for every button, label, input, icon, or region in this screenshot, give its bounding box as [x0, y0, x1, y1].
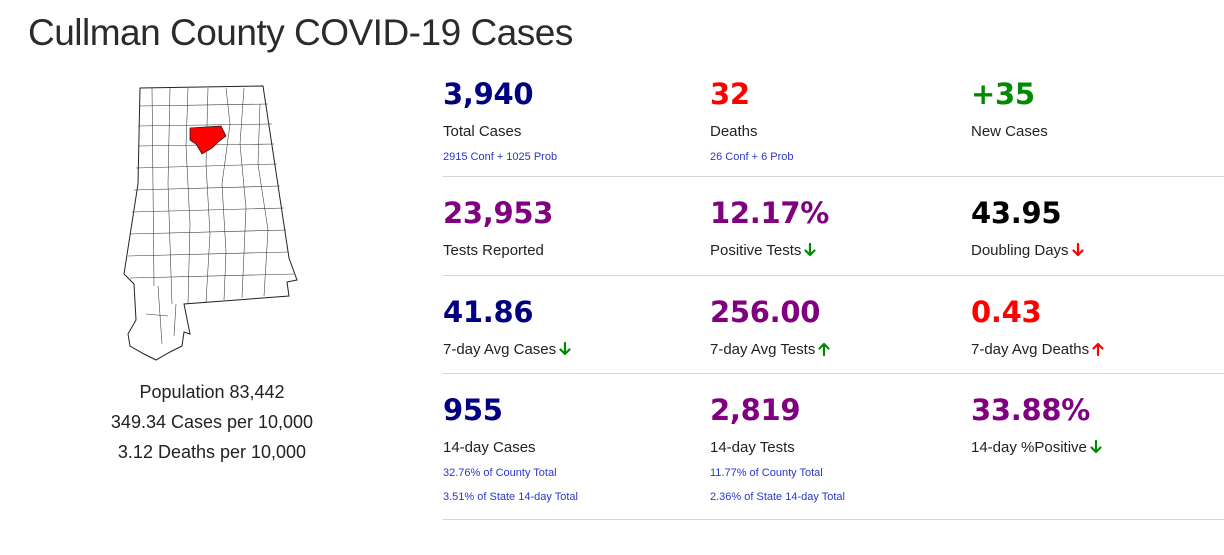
- stats-row: 23,953 Tests Reported 12.17% Positive Te…: [443, 177, 1224, 276]
- stat-card: 12.17% Positive Tests: [710, 196, 829, 263]
- stat-value: 2,819: [710, 393, 801, 427]
- arrow-up-icon: [818, 342, 830, 362]
- arrow-up-icon: [1092, 342, 1104, 362]
- stat-label: 7-day Avg Tests: [710, 340, 830, 362]
- stat-sub: 26 Conf + 6 Prob: [710, 151, 794, 163]
- stat-label-text: 7-day Avg Deaths: [971, 341, 1090, 358]
- stat-value: 32: [710, 77, 750, 111]
- stat-card: 256.00 7-day Avg Tests: [710, 295, 830, 362]
- stat-card: 0.43 7-day Avg Deaths: [971, 295, 1104, 362]
- stat-label-text: 14-day %Positive: [971, 439, 1087, 456]
- stat-label-text: 7-day Avg Tests: [710, 341, 816, 358]
- stat-label: 7-day Avg Deaths: [971, 340, 1104, 362]
- stat-card: 2,819 14-day Tests 11.77% of County Tota…: [710, 393, 845, 506]
- stat-value: 41.86: [443, 295, 534, 329]
- stat-sub: 2.36% of State 14-day Total: [710, 491, 845, 503]
- stat-value: 33.88%: [971, 393, 1090, 427]
- arrow-down-icon: [559, 341, 571, 362]
- stat-label: 7-day Avg Cases: [443, 340, 571, 362]
- stat-label-text: Positive Tests: [710, 242, 802, 259]
- stat-label: Doubling Days: [971, 241, 1084, 263]
- stat-value: 256.00: [710, 295, 821, 329]
- arrow-down-icon: [1071, 242, 1084, 263]
- stat-sub: 2915 Conf + 1025 Prob: [443, 151, 558, 163]
- stat-value: 23,953: [443, 196, 554, 230]
- stat-card: 3,940 Total Cases 2915 Conf + 1025 Prob: [443, 77, 558, 166]
- arrow-down-icon: [1090, 439, 1102, 460]
- alabama-county-map-icon: [118, 84, 308, 370]
- stat-card: 32 Deaths 26 Conf + 6 Prob: [710, 77, 794, 166]
- stats-row: 955 14-day Cases 32.76% of County Total …: [443, 374, 1224, 520]
- cases-per-10k-text: 349.34 Cases per 10,000: [110, 412, 314, 432]
- stat-label: New Cases: [971, 123, 1048, 140]
- deaths-per-10k-text: 3.12 Deaths per 10,000: [117, 442, 307, 462]
- stat-label: 14-day %Positive: [971, 438, 1102, 460]
- stats-row: 41.86 7-day Avg Cases 256.00 7-day Avg T…: [443, 276, 1224, 374]
- arrow-down-icon: [804, 242, 817, 263]
- stat-sub: 3.51% of State 14-day Total: [443, 491, 578, 503]
- stat-value: 12.17%: [710, 196, 829, 230]
- county-summary: Population 83,442 349.34 Cases per 10,00…: [96, 377, 328, 467]
- stat-value: 955: [443, 393, 503, 427]
- stat-value: 0.43: [971, 295, 1042, 329]
- population-text: Population 83,442: [139, 382, 285, 402]
- stat-value: 3,940: [443, 77, 534, 111]
- stat-label-text: Doubling Days: [971, 242, 1069, 259]
- stats-grid: 3,940 Total Cases 2915 Conf + 1025 Prob …: [443, 77, 1224, 520]
- stat-label: 14-day Tests: [710, 439, 795, 456]
- stat-card: +35 New Cases: [971, 77, 1048, 142]
- stat-card: 33.88% 14-day %Positive: [971, 393, 1102, 460]
- stats-row: 3,940 Total Cases 2915 Conf + 1025 Prob …: [443, 77, 1224, 177]
- stat-label: Positive Tests: [710, 241, 829, 263]
- stat-card: 23,953 Tests Reported: [443, 196, 554, 261]
- stat-value: 43.95: [971, 196, 1062, 230]
- page-title: Cullman County COVID-19 Cases: [28, 12, 573, 53]
- stat-label: Total Cases: [443, 123, 522, 140]
- stat-card: 43.95 Doubling Days: [971, 196, 1084, 263]
- stat-label: Tests Reported: [443, 242, 544, 259]
- stat-card: 955 14-day Cases 32.76% of County Total …: [443, 393, 578, 506]
- stat-label: 14-day Cases: [443, 439, 536, 456]
- stat-sub: 32.76% of County Total: [443, 467, 557, 479]
- stat-sub: 11.77% of County Total: [710, 467, 823, 479]
- stat-card: 41.86 7-day Avg Cases: [443, 295, 571, 362]
- highlighted-county-shape: [189, 125, 227, 155]
- stat-label-text: 7-day Avg Cases: [443, 341, 557, 358]
- state-map-svg: [123, 85, 298, 361]
- stat-value: +35: [971, 77, 1035, 111]
- stat-label: Deaths: [710, 123, 758, 140]
